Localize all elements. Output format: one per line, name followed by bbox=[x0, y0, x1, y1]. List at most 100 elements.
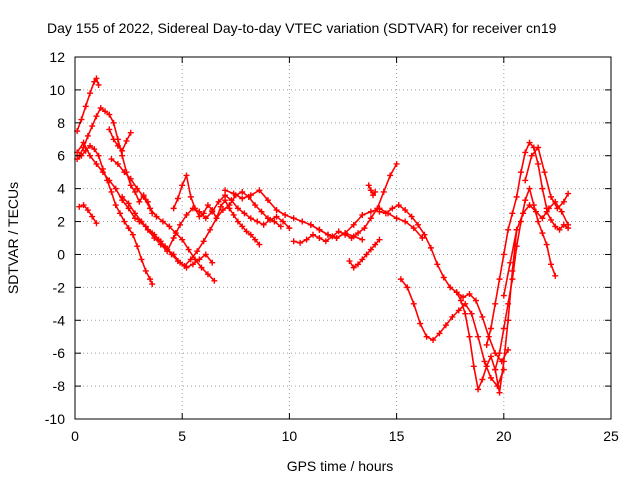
data-point-arc-9 bbox=[264, 215, 271, 222]
data-point-arc-10 bbox=[243, 228, 250, 235]
data-point-arc-17 bbox=[430, 337, 437, 344]
data-point-arc-13 bbox=[359, 211, 366, 218]
data-point-arc-17 bbox=[423, 333, 430, 340]
data-point-arc-14 bbox=[363, 251, 370, 258]
data-point-arc-13 bbox=[316, 226, 323, 233]
data-point-arc-12 bbox=[297, 239, 304, 246]
data-point-arc-22 bbox=[547, 193, 554, 200]
data-point-arc-16 bbox=[408, 213, 415, 220]
data-point-arc-13 bbox=[342, 230, 349, 237]
data-point-arc-22 bbox=[535, 144, 542, 151]
data-point-arc-3 bbox=[147, 276, 154, 283]
data-point-arc-17 bbox=[397, 276, 404, 283]
data-point-arc-3 bbox=[121, 218, 128, 225]
data-point-arc-8 bbox=[273, 213, 280, 220]
data-point-arc-3 bbox=[149, 281, 156, 288]
data-point-arc-9 bbox=[162, 243, 169, 250]
data-point-arc-5 bbox=[89, 213, 96, 220]
y-tick-label: -4 bbox=[53, 312, 66, 328]
y-tick-label: 4 bbox=[57, 181, 65, 197]
data-point-arc-4 bbox=[202, 251, 209, 258]
data-point-arc-19 bbox=[487, 325, 494, 332]
data-point-arc-8 bbox=[279, 218, 286, 225]
data-point-arc-2 bbox=[110, 119, 117, 126]
data-point-arc-13 bbox=[402, 218, 409, 225]
data-point-arc-1 bbox=[78, 116, 85, 123]
data-series bbox=[74, 75, 572, 396]
data-point-arc-13 bbox=[419, 235, 426, 241]
data-point-arc-6 bbox=[106, 126, 113, 133]
data-point-arc-6 bbox=[110, 136, 117, 143]
data-point-arc-12 bbox=[316, 235, 323, 241]
data-point-arc-9 bbox=[168, 251, 175, 258]
data-point-arc-22 bbox=[522, 177, 529, 184]
data-point-arc-17 bbox=[475, 333, 482, 340]
data-point-arc-8 bbox=[234, 205, 241, 212]
data-point-arc-5 bbox=[93, 220, 100, 227]
data-point-arc-9 bbox=[194, 248, 201, 255]
data-point-arc-10 bbox=[217, 203, 224, 210]
data-point-arc-9 bbox=[174, 258, 181, 265]
data-point-arc-13 bbox=[393, 215, 400, 222]
data-point-arc-8 bbox=[170, 235, 177, 241]
data-point-arc-19 bbox=[513, 193, 520, 200]
data-point-arc-18 bbox=[479, 376, 486, 383]
data-point-arc-11 bbox=[359, 236, 366, 243]
series-line-arc-20 bbox=[494, 187, 557, 371]
data-point-arc-16 bbox=[402, 207, 409, 214]
data-point-arc-20 bbox=[552, 272, 559, 279]
data-point-arc-7 bbox=[121, 169, 128, 176]
data-point-arc-19 bbox=[526, 139, 533, 146]
data-point-arc-17 bbox=[468, 310, 475, 317]
data-point-arc-6 bbox=[119, 147, 126, 154]
series-line-arc-4 bbox=[76, 141, 213, 269]
data-point-arc-22 bbox=[541, 169, 548, 176]
data-point-arc-21 bbox=[532, 208, 539, 215]
data-point-arc-8 bbox=[286, 225, 293, 232]
data-point-arc-12 bbox=[355, 230, 362, 237]
data-point-arc-3 bbox=[125, 225, 132, 232]
chart-title: Day 155 of 2022, Sidereal Day-to-day VTE… bbox=[47, 20, 557, 36]
data-point-arc-10 bbox=[209, 207, 216, 214]
data-point-arc-12 bbox=[309, 231, 316, 238]
data-point-arc-18 bbox=[470, 363, 477, 370]
data-point-arc-23 bbox=[565, 225, 572, 232]
data-point-arc-1 bbox=[87, 90, 94, 97]
data-point-arc-14 bbox=[355, 261, 362, 268]
data-point-arc-20 bbox=[492, 366, 499, 373]
data-point-arc-15 bbox=[370, 192, 377, 199]
data-point-arc-9 bbox=[207, 226, 214, 233]
data-point-arc-2 bbox=[97, 105, 104, 112]
data-point-arc-8 bbox=[215, 198, 222, 205]
data-point-arc-8 bbox=[254, 218, 261, 225]
data-point-arc-17 bbox=[449, 313, 456, 320]
data-point-arc-10 bbox=[239, 223, 246, 230]
data-point-arc-3 bbox=[138, 256, 145, 263]
data-point-arc-8 bbox=[132, 210, 139, 217]
data-point-arc-20 bbox=[509, 276, 516, 283]
data-point-arc-20 bbox=[539, 230, 546, 237]
data-point-arc-3 bbox=[95, 152, 102, 159]
data-point-arc-3 bbox=[87, 142, 94, 149]
data-point-arc-3 bbox=[108, 188, 115, 195]
y-tick-label: -2 bbox=[53, 279, 66, 295]
data-point-arc-16 bbox=[421, 231, 428, 238]
data-point-arc-2 bbox=[89, 123, 96, 130]
data-point-arc-12 bbox=[348, 235, 355, 241]
x-tick-label: 25 bbox=[603, 428, 619, 444]
data-point-arc-3 bbox=[117, 210, 124, 217]
series-line-arc-22 bbox=[524, 146, 569, 210]
data-point-arc-7 bbox=[127, 175, 134, 182]
data-point-arc-9 bbox=[219, 207, 226, 214]
data-point-arc-21 bbox=[513, 226, 520, 233]
x-tick-label: 10 bbox=[282, 428, 298, 444]
data-point-arc-8 bbox=[183, 211, 190, 218]
data-point-arc-22 bbox=[528, 152, 535, 159]
data-point-arc-16 bbox=[466, 290, 473, 297]
data-point-arc-10 bbox=[222, 197, 229, 204]
data-point-arc-12 bbox=[393, 160, 400, 167]
data-point-arc-18 bbox=[496, 389, 503, 396]
data-point-arc-18 bbox=[505, 317, 512, 324]
x-tick-label: 20 bbox=[496, 428, 512, 444]
data-point-arc-21 bbox=[558, 208, 565, 215]
